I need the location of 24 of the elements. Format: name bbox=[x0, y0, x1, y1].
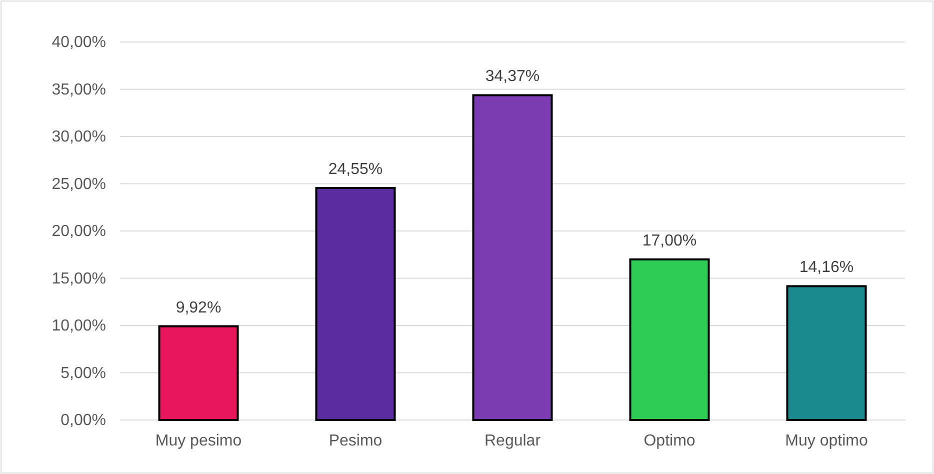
bar bbox=[158, 325, 239, 421]
x-tick-label: Regular bbox=[484, 432, 542, 450]
x-tick-label: Muy optimo bbox=[785, 432, 868, 450]
bar bbox=[472, 94, 553, 421]
data-label: 34,37% bbox=[485, 68, 540, 86]
bar bbox=[315, 187, 396, 421]
y-tick-label: 0,00% bbox=[60, 412, 106, 430]
data-label: 24,55% bbox=[328, 161, 383, 178]
y-tick-label: 20,00% bbox=[52, 223, 106, 240]
bar bbox=[786, 285, 867, 421]
y-tick-label: 5,00% bbox=[60, 364, 106, 382]
y-tick-label: 15,00% bbox=[52, 270, 106, 288]
x-tick-label: Muy pesimo bbox=[155, 432, 242, 450]
x-tick-label: Optimo bbox=[644, 432, 696, 450]
data-label: 14,16% bbox=[799, 259, 854, 276]
y-tick-label: 10,00% bbox=[52, 318, 106, 335]
y-tick-label: 30,00% bbox=[52, 128, 106, 146]
y-tick-label: 25,00% bbox=[52, 176, 106, 193]
y-tick-label: 35,00% bbox=[52, 81, 106, 98]
data-label: 9,92% bbox=[176, 299, 222, 316]
y-tick-label: 40,00% bbox=[52, 34, 106, 52]
x-tick-label: Pesimo bbox=[328, 432, 382, 450]
data-label: 17,00% bbox=[642, 232, 697, 250]
bar bbox=[629, 258, 710, 421]
